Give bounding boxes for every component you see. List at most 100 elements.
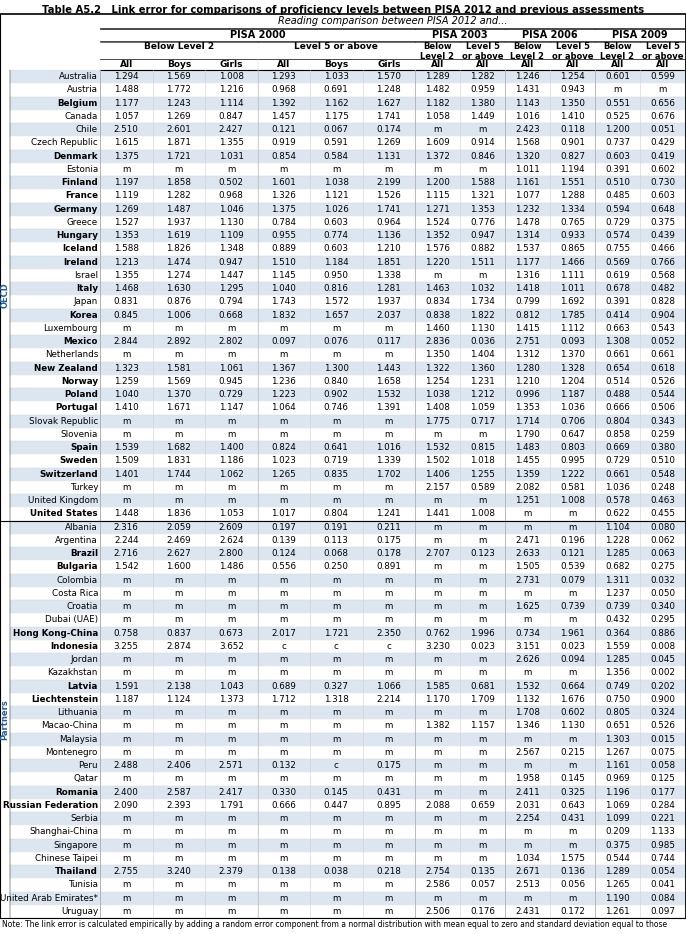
Text: 1.721: 1.721 bbox=[167, 151, 191, 161]
Bar bbox=[10, 375, 685, 388]
Text: Czech Republic: Czech Republic bbox=[32, 138, 98, 148]
Text: 0.325: 0.325 bbox=[560, 787, 585, 797]
Text: m: m bbox=[332, 496, 340, 505]
Text: m: m bbox=[122, 602, 130, 611]
Text: 0.901: 0.901 bbox=[560, 138, 585, 148]
Text: Korea: Korea bbox=[69, 311, 98, 319]
Text: 2.802: 2.802 bbox=[219, 337, 244, 347]
Text: 1.157: 1.157 bbox=[470, 721, 495, 730]
Text: Lithuania: Lithuania bbox=[58, 708, 98, 717]
Text: 1.568: 1.568 bbox=[515, 138, 540, 148]
Text: PISA 2003: PISA 2003 bbox=[432, 30, 488, 40]
Text: 1.353: 1.353 bbox=[470, 205, 495, 214]
Text: Singapore: Singapore bbox=[54, 841, 98, 850]
Text: m: m bbox=[385, 324, 393, 333]
Text: 2.567: 2.567 bbox=[515, 748, 540, 757]
Text: 1.382: 1.382 bbox=[425, 721, 450, 730]
Text: 1.619: 1.619 bbox=[167, 231, 191, 240]
Text: 0.689: 0.689 bbox=[271, 682, 296, 690]
Text: m: m bbox=[280, 575, 288, 585]
Text: 1.539: 1.539 bbox=[114, 443, 139, 452]
Text: 0.327: 0.327 bbox=[324, 682, 348, 690]
Text: m: m bbox=[280, 602, 288, 611]
Text: 0.603: 0.603 bbox=[324, 245, 348, 253]
Text: 0.539: 0.539 bbox=[560, 562, 585, 572]
Text: Australia: Australia bbox=[59, 72, 98, 81]
Text: 1.360: 1.360 bbox=[470, 363, 495, 373]
Text: 0.121: 0.121 bbox=[560, 549, 585, 559]
Text: m: m bbox=[122, 708, 130, 717]
Text: 1.232: 1.232 bbox=[515, 205, 540, 214]
Text: 1.348: 1.348 bbox=[219, 245, 244, 253]
Text: m: m bbox=[174, 814, 183, 823]
Text: m: m bbox=[434, 841, 442, 850]
Text: 0.755: 0.755 bbox=[605, 245, 630, 253]
Text: 0.902: 0.902 bbox=[324, 390, 348, 399]
Bar bbox=[10, 693, 685, 706]
Text: c: c bbox=[386, 642, 391, 651]
Text: 1.282: 1.282 bbox=[167, 191, 191, 201]
Text: 1.251: 1.251 bbox=[515, 496, 540, 505]
Text: m: m bbox=[568, 761, 577, 771]
Text: 1.352: 1.352 bbox=[425, 231, 450, 240]
Text: 1.282: 1.282 bbox=[470, 72, 495, 81]
Text: 1.059: 1.059 bbox=[470, 403, 495, 413]
Text: 0.886: 0.886 bbox=[650, 629, 675, 638]
Text: 1.011: 1.011 bbox=[515, 165, 540, 174]
Text: 0.996: 0.996 bbox=[515, 390, 540, 399]
Text: 0.431: 0.431 bbox=[377, 787, 401, 797]
Text: m: m bbox=[434, 774, 442, 784]
Text: m: m bbox=[174, 616, 183, 624]
Text: 0.594: 0.594 bbox=[605, 205, 630, 214]
Text: Netherlands: Netherlands bbox=[45, 350, 98, 360]
Text: Montenegro: Montenegro bbox=[46, 748, 98, 757]
Text: Turkey: Turkey bbox=[69, 483, 98, 492]
Text: 0.094: 0.094 bbox=[560, 655, 585, 664]
Text: m: m bbox=[478, 841, 486, 850]
Text: m: m bbox=[122, 774, 130, 784]
Text: 0.463: 0.463 bbox=[650, 496, 675, 505]
Text: 1.537: 1.537 bbox=[515, 245, 540, 253]
Text: m: m bbox=[434, 588, 442, 598]
Text: 0.603: 0.603 bbox=[324, 218, 348, 227]
Text: m: m bbox=[227, 417, 235, 426]
Text: m: m bbox=[280, 721, 288, 730]
Text: Peru: Peru bbox=[78, 761, 98, 771]
Text: c: c bbox=[334, 642, 339, 651]
Bar bbox=[10, 321, 685, 335]
Text: 1.401: 1.401 bbox=[114, 470, 139, 478]
Text: 0.968: 0.968 bbox=[271, 85, 296, 94]
Text: 0.008: 0.008 bbox=[650, 642, 675, 651]
Text: 0.865: 0.865 bbox=[560, 245, 585, 253]
Bar bbox=[10, 388, 685, 402]
Text: m: m bbox=[122, 350, 130, 360]
Text: 1.404: 1.404 bbox=[470, 350, 495, 360]
Text: Israel: Israel bbox=[74, 271, 98, 280]
Text: m: m bbox=[122, 165, 130, 174]
Text: 1.671: 1.671 bbox=[167, 403, 191, 413]
Text: 0.985: 0.985 bbox=[650, 841, 675, 850]
Text: 2.800: 2.800 bbox=[219, 549, 244, 559]
Text: 1.132: 1.132 bbox=[515, 695, 540, 704]
Text: 3.151: 3.151 bbox=[515, 642, 540, 651]
Text: 0.414: 0.414 bbox=[605, 311, 630, 319]
Bar bbox=[10, 136, 685, 149]
Text: 0.057: 0.057 bbox=[470, 881, 495, 889]
Text: 0.038: 0.038 bbox=[324, 867, 348, 876]
Text: 0.895: 0.895 bbox=[376, 800, 401, 810]
Text: 0.876: 0.876 bbox=[166, 297, 191, 306]
Text: 0.845: 0.845 bbox=[114, 311, 139, 319]
Text: Iceland: Iceland bbox=[62, 245, 98, 253]
Text: m: m bbox=[174, 496, 183, 505]
Text: m: m bbox=[434, 496, 442, 505]
Bar bbox=[10, 70, 685, 83]
Text: 1.321: 1.321 bbox=[470, 191, 495, 201]
Text: m: m bbox=[280, 748, 288, 757]
Text: 1.350: 1.350 bbox=[560, 99, 585, 107]
Text: m: m bbox=[434, 271, 442, 280]
Text: 1.415: 1.415 bbox=[515, 324, 540, 333]
Text: Ireland: Ireland bbox=[63, 258, 98, 266]
Text: Girls: Girls bbox=[220, 60, 243, 69]
Text: 2.844: 2.844 bbox=[114, 337, 139, 347]
Text: Qatar: Qatar bbox=[73, 774, 98, 784]
